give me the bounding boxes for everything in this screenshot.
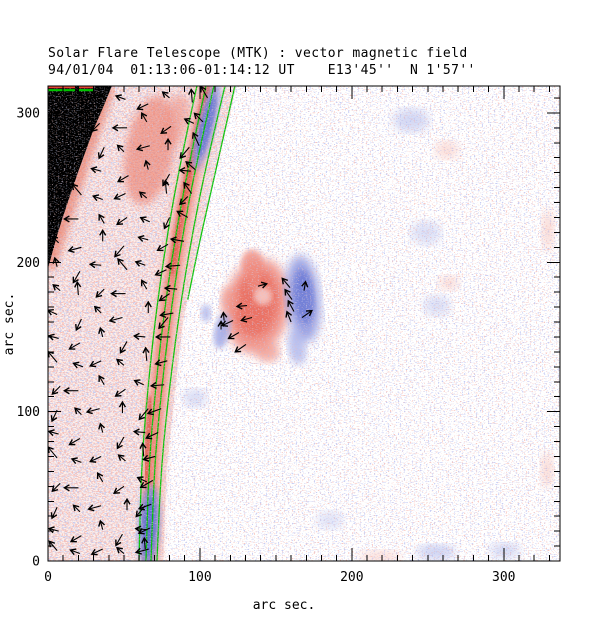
y-tick-label: 0 — [32, 555, 40, 570]
chart-title: Solar Flare Telescope (MTK) : vector mag… — [48, 46, 468, 61]
x-tick-label: 100 — [188, 570, 211, 585]
axes-frame — [47, 85, 561, 562]
y-tick-label: 300 — [17, 106, 40, 121]
y-tick-label: 100 — [17, 405, 40, 420]
scale-key-marks — [48, 86, 93, 92]
x-tick-label: 300 — [492, 570, 515, 585]
chart-subtitle: 94/01/04 01:13:06-01:14:12 UT E13'45'' N… — [48, 63, 476, 78]
y-axis-label: arc sec. — [2, 293, 17, 356]
tick-labels: 0 100 200 300 0 100 200 300 — [17, 106, 516, 585]
y-tick-label: 200 — [17, 256, 40, 271]
x-axis-label: arc sec. — [253, 598, 316, 613]
x-tick-label: 200 — [340, 570, 363, 585]
vector-field-arrows — [48, 86, 313, 556]
x-tick-label: 0 — [44, 570, 52, 585]
magnetogram-image — [48, 86, 560, 561]
